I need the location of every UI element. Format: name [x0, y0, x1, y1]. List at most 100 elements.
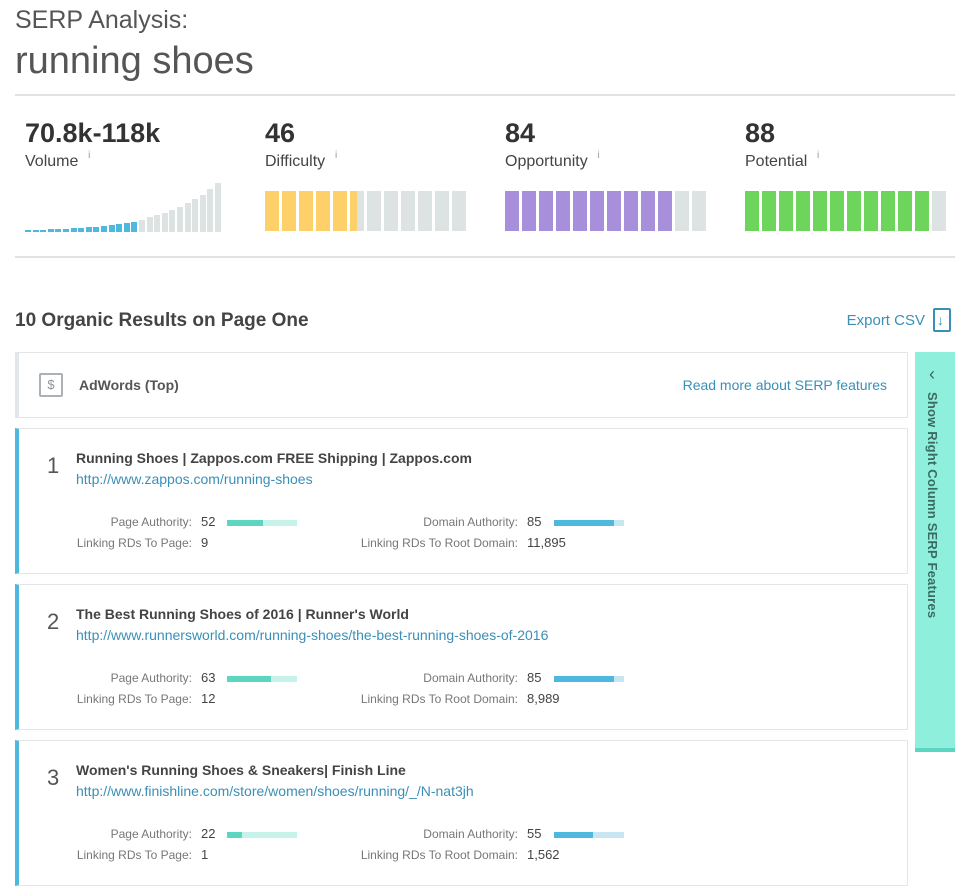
volume-bar: [108, 224, 115, 232]
adwords-feature-row: $ AdWords (Top) Read more about SERP fea…: [15, 352, 908, 418]
page-authority-value: 63: [201, 670, 216, 685]
domain-authority-label: Domain Authority:: [423, 515, 518, 529]
score-segment: [350, 191, 364, 231]
score-segment: [435, 191, 449, 231]
domain-authority-value: 85: [527, 670, 542, 685]
score-segment: [573, 191, 587, 231]
chevron-left-icon: ‹: [929, 364, 935, 384]
score-segment: [590, 191, 604, 231]
linking-rds-root-value: 11,895: [527, 535, 566, 550]
volume-bar: [85, 227, 92, 232]
linking-rds-page-value: 12: [201, 691, 216, 706]
dollar-icon: $: [39, 373, 63, 397]
linking-rds-root-label: Linking RDs To Root Domain:: [360, 536, 518, 550]
linking-rds-page-label: Linking RDs To Page:: [76, 536, 192, 550]
page-authority-value: 22: [201, 826, 216, 841]
info-icon[interactable]: i: [334, 150, 338, 161]
metric-value: 88: [745, 118, 776, 148]
export-csv-label: Export CSV: [846, 311, 925, 329]
score-segment: [932, 191, 946, 231]
linking-rds-page-value: 1: [201, 847, 209, 862]
volume-bar: [101, 225, 107, 232]
domain-authority-bar: [554, 676, 624, 682]
volume-bar: [154, 215, 161, 232]
page-authority-label: Page Authority:: [110, 515, 192, 529]
result-title: The Best Running Shoes of 2016 | Runner'…: [76, 606, 409, 622]
volume-bar: [169, 210, 176, 232]
export-csv-button[interactable]: Export CSV: [847, 308, 951, 332]
result-url[interactable]: http://www.zappos.com/running-shoes: [76, 471, 313, 487]
score-segment: [401, 191, 415, 231]
metric-difficulty: 46 Difficulty i: [265, 120, 495, 231]
volume-bar: [184, 203, 191, 232]
info-icon[interactable]: i: [817, 150, 820, 161]
score-segment: [539, 191, 553, 231]
metrics-divider: [15, 256, 955, 258]
score-segment: [265, 191, 279, 231]
header-divider: [15, 94, 955, 96]
score-segment: [847, 191, 861, 231]
score-segment: [898, 191, 912, 231]
info-icon[interactable]: i: [597, 150, 600, 161]
linking-rds-root-label: Linking RDs To Root Domain:: [360, 692, 518, 706]
result-url[interactable]: http://www.finishline.com/store/women/sh…: [76, 783, 474, 799]
domain-authority-value: 55: [527, 826, 542, 841]
page-authority-value: 52: [201, 514, 216, 529]
score-segment: [556, 191, 570, 231]
result-title: Women's Running Shoes & Sneakers| Finish…: [76, 762, 406, 778]
score-segment: [333, 191, 347, 231]
page-authority-bar: [227, 520, 297, 526]
score-segment: [367, 191, 381, 231]
domain-authority-bar: [554, 520, 624, 526]
metric-label: Potential i: [745, 150, 820, 170]
score-segment: [299, 191, 313, 231]
result-card: 3 Women's Running Shoes & Sneakers| Finis…: [15, 740, 908, 886]
score-segment: [384, 191, 398, 231]
score-segment: [830, 191, 844, 231]
show-right-column-tab[interactable]: ‹ Show Right Column SERP Features: [915, 352, 955, 752]
score-segment: [522, 191, 536, 231]
result-rank: 3: [47, 765, 60, 790]
volume-bar: [55, 229, 62, 232]
volume-bar: [177, 207, 183, 232]
score-segment: [813, 191, 827, 231]
score-segment: [796, 191, 810, 231]
volume-bar: [25, 229, 31, 232]
result-rank: 2: [47, 609, 60, 634]
volume-bar: [70, 228, 77, 232]
adwords-label: AdWords (Top): [79, 377, 179, 393]
info-icon[interactable]: i: [88, 150, 91, 161]
score-segment: [316, 191, 330, 231]
score-segment: [745, 191, 759, 231]
result-url[interactable]: http://www.runnersworld.com/running-shoe…: [76, 627, 549, 643]
volume-bar: [47, 229, 54, 232]
volume-bar: [78, 227, 85, 232]
volume-bar: [32, 229, 39, 232]
volume-bar: [161, 212, 168, 232]
opportunity-bar: [505, 191, 706, 231]
metric-value: 70.8k-118k: [25, 118, 161, 148]
score-segment: [624, 191, 638, 231]
score-segment: [452, 191, 466, 231]
page-title: running shoes: [15, 40, 254, 82]
score-segment: [282, 191, 296, 231]
metric-potential: 88 Potential i: [745, 118, 963, 231]
volume-bar: [215, 183, 221, 232]
volume-bar: [192, 199, 199, 232]
volume-bar: [131, 221, 138, 232]
metric-label: Volume i: [25, 150, 91, 170]
result-title: Running Shoes | Zappos.com FREE Shipping…: [76, 450, 472, 466]
potential-bar: [745, 191, 946, 231]
score-segment: [505, 191, 519, 231]
score-segment: [692, 191, 706, 231]
linking-rds-root-value: 1,562: [527, 847, 560, 862]
page-authority-bar: [227, 832, 297, 838]
serp-features-link[interactable]: Read more about SERP features: [682, 377, 887, 393]
score-segment: [881, 191, 895, 231]
linking-rds-page-label: Linking RDs To Page:: [76, 848, 192, 862]
score-segment: [915, 191, 929, 231]
volume-bar: [93, 226, 100, 232]
volume-bar: [116, 223, 123, 232]
volume-bar: [146, 217, 153, 232]
metric-opportunity: 84 Opportunity i: [505, 120, 735, 231]
